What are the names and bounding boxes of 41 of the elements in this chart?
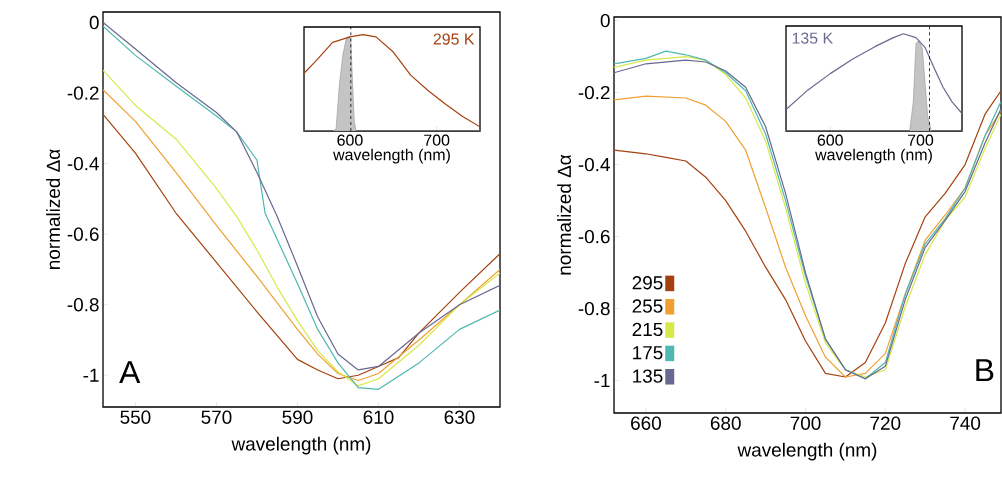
x-tick-label: 600: [817, 134, 843, 146]
x-axis-title: wavelength (nm): [737, 442, 877, 461]
y-tick-label: -0.4: [67, 156, 99, 171]
legend-label: 295: [632, 276, 663, 290]
y-tick-label: -0.2: [578, 85, 610, 100]
x-tick-label: 630: [444, 410, 475, 424]
y-tick-label: -1: [83, 368, 99, 382]
x-tick-label: 610: [363, 410, 394, 424]
series-label: 135 K: [792, 32, 833, 44]
y-tick-label: -0.6: [578, 229, 610, 244]
y-tick-label: -1: [594, 374, 610, 388]
x-tick-label: 720: [870, 416, 901, 430]
x-axis-title: wavelength (nm): [333, 148, 450, 164]
x-tick-label: 740: [950, 416, 981, 430]
x-tick-label: 600: [337, 134, 363, 146]
y-tick-label: -0.2: [67, 86, 99, 100]
legend-label: 215: [632, 322, 663, 337]
x-tick-label: 680: [710, 416, 741, 430]
legend-label: 175: [633, 346, 663, 360]
y-tick-label: -0.6: [67, 227, 99, 241]
y-tick-label: -0.4: [578, 157, 610, 172]
annotation: B: [976, 359, 994, 382]
x-tick-label: 590: [282, 410, 313, 424]
y-axis-title: normalized Δα: [557, 154, 572, 275]
legend-label: 255: [632, 299, 663, 313]
x-tick-label: 550: [120, 410, 151, 424]
x-tick-label: 700: [908, 134, 934, 146]
y-tick-label: -0.8: [578, 301, 610, 316]
x-axis-title: wavelength (nm): [231, 436, 371, 455]
legend-label: 135: [633, 369, 663, 383]
y-tick-label: 0: [600, 13, 610, 28]
x-tick-label: 700: [424, 134, 450, 146]
text: 295 K: [433, 33, 475, 45]
x-axis-title: wavelength (nm): [815, 148, 932, 164]
x-tick-label: 700: [790, 416, 821, 430]
annotation: A: [119, 361, 141, 384]
y-tick-label: 0: [89, 15, 99, 30]
y-axis-title: normalized Δα: [46, 149, 61, 269]
x-tick-label: 660: [631, 416, 661, 430]
x-tick-label: 570: [201, 410, 232, 424]
y-tick-label: -0.8: [67, 298, 99, 312]
